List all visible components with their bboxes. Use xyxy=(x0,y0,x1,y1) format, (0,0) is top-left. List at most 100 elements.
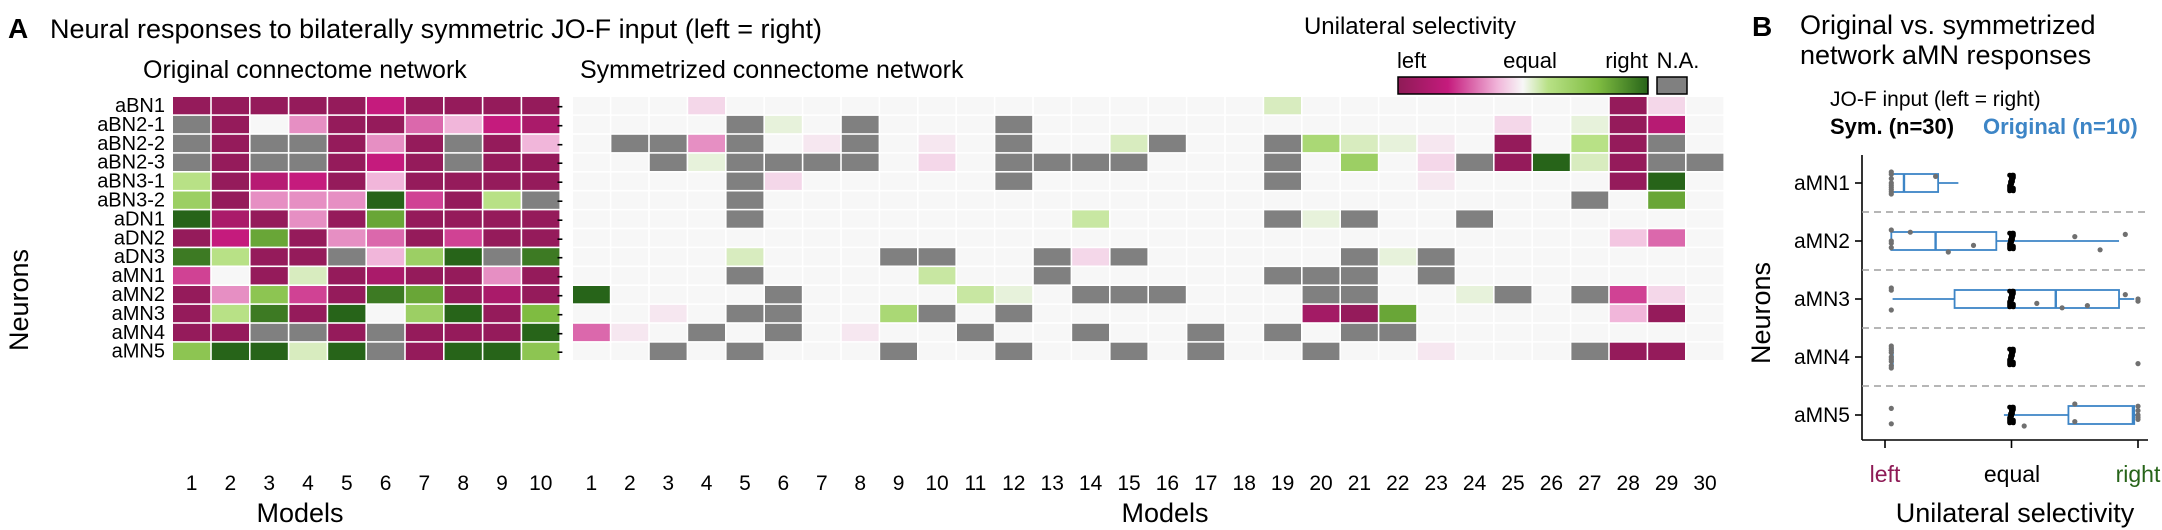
symmetrized-cell-aDN2-18 xyxy=(1225,229,1263,247)
panel-b-xtick-equal: equal xyxy=(1984,461,2040,487)
original-cell-aMN1-7 xyxy=(405,267,443,285)
original-cell-aBN1-7 xyxy=(405,97,443,115)
symmetrized-cell-aMN5-1 xyxy=(573,342,610,360)
symmetrized-x-tick-25: 25 xyxy=(1501,472,1524,495)
symmetrized-cell-aBN1-15 xyxy=(1110,97,1148,115)
symmetrized-cell-aMN5-10 xyxy=(918,342,956,360)
symmetrized-cell-aMN2-25 xyxy=(1494,286,1532,304)
colorbar-equal-label: equal xyxy=(1503,48,1557,73)
symmetrized-cell-aBN3-1-21 xyxy=(1341,172,1378,190)
symmetrized-cell-aMN5-29 xyxy=(1648,342,1685,360)
symmetrized-cell-aDN2-23 xyxy=(1417,229,1455,247)
symmetrized-cell-aBN2-3-30 xyxy=(1686,153,1724,171)
symmetrized-x-tick-14: 14 xyxy=(1079,472,1103,495)
colorbar-right-label: right xyxy=(1605,48,1648,73)
symmetrized-x-tick-17: 17 xyxy=(1194,472,1217,495)
symmetrized-cell-aBN2-2-3 xyxy=(649,134,687,153)
symmetrized-cell-aDN2-20 xyxy=(1302,229,1340,247)
symmetrized-cell-aDN3-27 xyxy=(1571,248,1609,266)
symmetrized-cell-aMN1-24 xyxy=(1456,267,1493,285)
symmetrized-cell-aBN3-2-1 xyxy=(573,191,610,209)
symmetrized-cell-aMN1-13 xyxy=(1033,267,1071,285)
box-aMN5 xyxy=(2067,405,2136,425)
original-cell-aMN3-5 xyxy=(328,304,366,323)
original-cell-aBN2-1-9 xyxy=(483,115,521,134)
colorbar: Unilateral selectivity left equal right … xyxy=(1304,13,1699,95)
symmetrized-cell-aMN1-16 xyxy=(1149,267,1186,285)
original-cell-aDN3-2 xyxy=(211,248,249,266)
original-cell-aBN3-1-2 xyxy=(211,172,249,190)
symmetrized-cell-aBN2-3-23 xyxy=(1417,153,1455,171)
row-label-aDN2: aDN2 xyxy=(114,227,165,249)
colorbar-left-label: left xyxy=(1397,48,1426,73)
symmetrized-cell-aBN2-1-26 xyxy=(1533,115,1570,134)
symmetrized-cell-aBN3-2-30 xyxy=(1686,191,1724,209)
symmetrized-cell-aBN1-12 xyxy=(995,97,1033,115)
symmetrized-heatmap-xlabel: Models xyxy=(1121,498,1208,528)
symmetrized-cell-aDN1-3 xyxy=(649,210,687,228)
symmetrized-cell-aMN4-28 xyxy=(1609,323,1647,342)
symmetrized-cell-aMN2-11 xyxy=(957,286,994,304)
symmetrized-cell-aBN3-2-12 xyxy=(995,191,1033,209)
original-cell-aBN1-2 xyxy=(211,97,249,115)
original-x-tick-1: 1 xyxy=(186,472,198,495)
colorbar-gradient xyxy=(1397,76,1649,95)
symmetrized-cell-aMN1-6 xyxy=(765,267,802,285)
original-cell-aDN1-10 xyxy=(522,210,560,228)
symmetrized-cell-aMN1-3 xyxy=(649,267,687,285)
symmetrized-cell-aBN2-2-13 xyxy=(1033,134,1071,153)
original-cell-aMN1-1 xyxy=(173,267,211,285)
symmetrized-cell-aMN5-23 xyxy=(1417,342,1455,360)
symmetrized-cell-aMN3-26 xyxy=(1533,304,1570,323)
original-heatmap-title: Original connectome network xyxy=(143,56,467,84)
symmetrized-cell-aBN2-1-2 xyxy=(611,115,649,134)
symmetrized-cell-aBN3-2-19 xyxy=(1264,191,1301,209)
symmetrized-x-tick-13: 13 xyxy=(1041,472,1064,495)
symmetrized-cell-aDN3-16 xyxy=(1149,248,1186,266)
box-aMN3 xyxy=(1953,289,2120,309)
symmetrized-cell-aBN2-1-18 xyxy=(1225,115,1263,134)
symmetrized-cell-aDN1-16 xyxy=(1149,210,1186,228)
original-cell-aMN5-1 xyxy=(173,342,211,360)
symmetrized-cell-aBN3-1-29 xyxy=(1648,172,1685,190)
symmetrized-cell-aDN3-15 xyxy=(1110,248,1148,266)
symmetrized-cell-aBN1-20 xyxy=(1302,97,1340,115)
symmetrized-cell-aMN1-2 xyxy=(611,267,649,285)
symmetrized-cell-aBN3-1-4 xyxy=(688,172,725,190)
sym-point-aMN3-28 xyxy=(2008,295,2014,301)
symmetrized-cell-aMN2-19 xyxy=(1264,286,1301,304)
symmetrized-cell-aBN1-22 xyxy=(1379,97,1417,115)
symmetrized-cell-aBN2-2-12 xyxy=(995,134,1033,153)
symmetrized-cell-aBN2-2-24 xyxy=(1456,134,1493,153)
symmetrized-cell-aBN2-2-29 xyxy=(1648,134,1685,153)
symmetrized-cell-aMN5-4 xyxy=(688,342,725,360)
symmetrized-cell-aMN2-16 xyxy=(1149,286,1186,304)
original-cell-aMN2-8 xyxy=(444,286,482,304)
sym-point-aMN5-29 xyxy=(2010,417,2016,423)
row-dash-aMN1: - xyxy=(557,265,564,287)
symmetrized-cell-aDN1-25 xyxy=(1494,210,1532,228)
row-label-aBN2-2: aBN2-2 xyxy=(97,133,165,155)
symmetrized-cell-aBN2-2-16 xyxy=(1149,134,1186,153)
symmetrized-cell-aDN2-2 xyxy=(611,229,649,247)
original-cell-aDN1-5 xyxy=(328,210,366,228)
symmetrized-cell-aMN2-28 xyxy=(1609,286,1647,304)
symmetrized-cell-aMN1-18 xyxy=(1225,267,1263,285)
original-cell-aBN3-1-9 xyxy=(483,172,521,190)
original-cell-aDN1-2 xyxy=(211,210,249,228)
symmetrized-cell-aMN5-26 xyxy=(1533,342,1570,360)
symmetrized-cell-aBN2-2-23 xyxy=(1417,134,1455,153)
symmetrized-cell-aMN5-19 xyxy=(1264,342,1301,360)
symmetrized-cell-aDN1-19 xyxy=(1264,210,1301,228)
original-cell-aBN2-1-7 xyxy=(405,115,443,134)
row-dash-aBN3-1: - xyxy=(557,171,564,193)
symmetrized-heatmap xyxy=(573,97,1724,360)
symmetrized-cell-aBN2-3-11 xyxy=(957,153,994,171)
symmetrized-cell-aBN2-1-21 xyxy=(1341,115,1378,134)
original-cell-aMN1-3 xyxy=(250,267,288,285)
symmetrized-cell-aMN5-6 xyxy=(765,342,802,360)
original-cell-aDN2-3 xyxy=(250,229,288,247)
symmetrized-cell-aDN2-9 xyxy=(880,229,917,247)
original-cell-aMN5-4 xyxy=(289,342,327,360)
row-label-aMN5: aMN5 xyxy=(112,341,165,363)
